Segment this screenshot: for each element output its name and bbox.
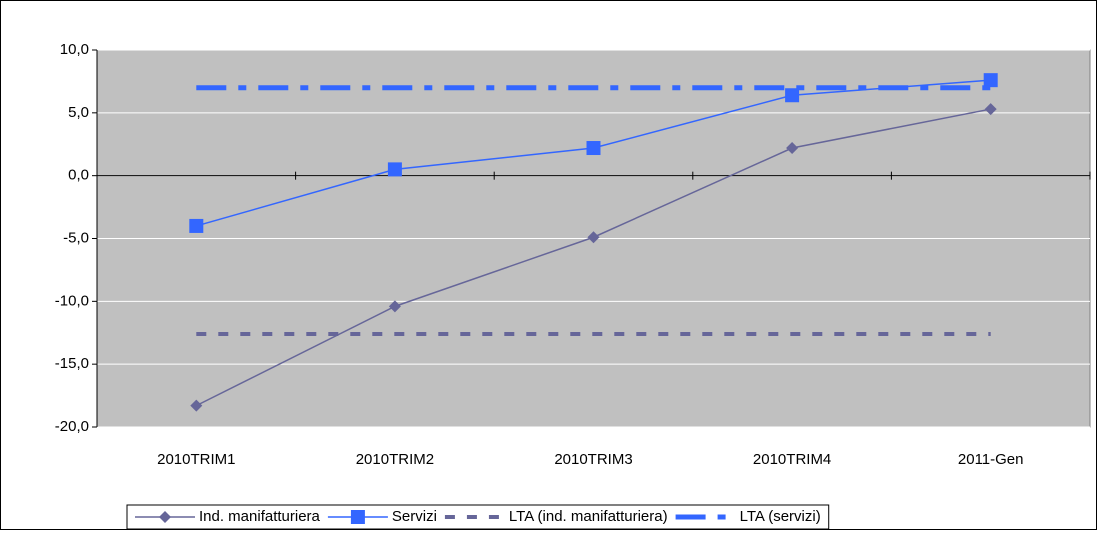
data-point — [586, 141, 601, 156]
data-point — [190, 399, 203, 412]
y-tick-label: -5,0 — [63, 229, 89, 246]
data-point — [387, 162, 402, 177]
legend-label: Servizi — [392, 508, 437, 525]
data-point — [983, 73, 998, 88]
data-point — [984, 103, 997, 116]
x-tick-label: 2011-Gen — [958, 451, 1024, 468]
legend: Ind. manifatturiera Servizi LTA (ind. mani… — [126, 504, 830, 530]
x-tick-label: 2010TRIM2 — [356, 451, 434, 468]
data-point — [388, 300, 401, 313]
data-point — [587, 231, 600, 244]
data-point — [786, 142, 799, 155]
legend-label: LTA (ind. manifatturiera) — [509, 508, 668, 525]
data-point — [189, 218, 204, 233]
x-tick-label: 2010TRIM4 — [753, 451, 831, 468]
y-tick-label: 10,0 — [60, 41, 89, 58]
x-tick-label: 2010TRIM1 — [157, 451, 235, 468]
y-tick-label: 0,0 — [68, 167, 89, 184]
data-point — [785, 88, 800, 103]
legend-marker — [350, 510, 365, 524]
legend-box — [126, 504, 830, 530]
legend-label: LTA (servizi) — [740, 508, 821, 525]
y-tick-label: 5,0 — [68, 104, 89, 121]
legend-label: Ind. manifatturiera — [199, 508, 321, 525]
legend-marker — [159, 511, 171, 523]
y-tick-label: -10,0 — [55, 292, 89, 309]
y-tick-label: -20,0 — [55, 418, 89, 435]
y-tick-label: -15,0 — [55, 355, 89, 372]
x-tick-label: 2010TRIM3 — [554, 451, 632, 468]
